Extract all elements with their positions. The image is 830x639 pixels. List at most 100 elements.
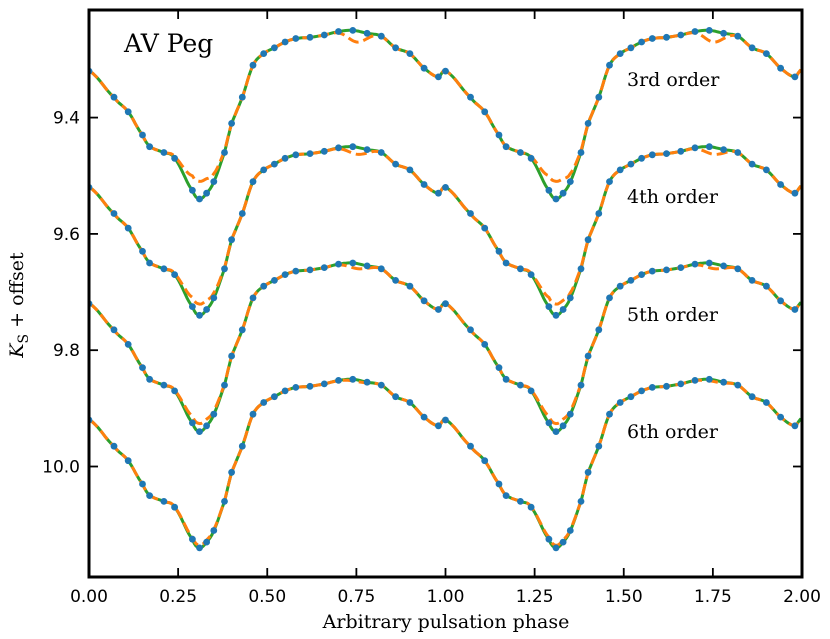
data-point bbox=[648, 384, 656, 391]
data-point bbox=[349, 143, 357, 151]
data-point bbox=[238, 210, 246, 217]
data-point bbox=[292, 267, 300, 275]
y-axis-title-rest: + offset bbox=[6, 252, 28, 334]
data-point bbox=[160, 498, 168, 505]
data-point bbox=[392, 393, 399, 401]
data-point bbox=[306, 33, 314, 41]
data-point bbox=[720, 262, 727, 270]
data-point bbox=[606, 178, 613, 186]
data-point bbox=[517, 265, 524, 273]
data-point bbox=[502, 259, 510, 267]
data-point bbox=[559, 306, 567, 313]
data-point bbox=[238, 93, 246, 101]
data-point bbox=[705, 259, 713, 267]
data-point bbox=[292, 151, 300, 159]
data-point bbox=[777, 413, 784, 421]
data-point bbox=[545, 303, 553, 310]
data-point bbox=[691, 377, 699, 384]
data-point bbox=[566, 410, 574, 418]
data-point bbox=[349, 259, 357, 267]
data-point bbox=[406, 166, 414, 174]
data-point bbox=[638, 387, 645, 395]
data-point bbox=[442, 184, 449, 191]
data-point bbox=[196, 544, 203, 552]
data-point bbox=[495, 247, 503, 255]
data-point bbox=[146, 375, 154, 383]
data-point bbox=[335, 144, 342, 152]
data-point bbox=[377, 265, 385, 273]
data-point bbox=[734, 381, 742, 389]
data-point bbox=[160, 149, 168, 156]
data-point bbox=[442, 67, 449, 75]
data-point bbox=[467, 210, 474, 217]
data-point bbox=[481, 457, 489, 465]
x-tick-label: 0.00 bbox=[70, 587, 108, 607]
data-point bbox=[467, 442, 474, 450]
fourier-fit-line bbox=[89, 145, 802, 317]
data-point bbox=[320, 264, 328, 271]
template-fit-line bbox=[89, 147, 802, 306]
data-point bbox=[584, 236, 592, 244]
data-point bbox=[552, 195, 560, 203]
data-point bbox=[748, 393, 756, 401]
data-point bbox=[363, 378, 371, 386]
data-point bbox=[260, 50, 268, 57]
data-point bbox=[734, 149, 742, 156]
chart-title: AV Peg bbox=[123, 29, 213, 58]
data-point bbox=[648, 35, 656, 42]
data-point bbox=[606, 294, 613, 302]
data-point bbox=[292, 35, 300, 42]
plot-frame bbox=[87, 8, 804, 579]
data-point bbox=[306, 266, 314, 274]
data-point bbox=[559, 422, 567, 430]
data-point bbox=[228, 236, 236, 244]
data-point bbox=[734, 32, 742, 40]
data-point bbox=[648, 151, 656, 159]
data-point bbox=[720, 146, 727, 154]
data-point bbox=[527, 271, 535, 278]
data-point bbox=[481, 108, 489, 116]
data-point bbox=[210, 294, 218, 302]
data-point bbox=[281, 154, 289, 162]
data-point bbox=[552, 544, 560, 552]
data-point bbox=[763, 282, 770, 290]
data-point bbox=[249, 410, 257, 418]
data-point bbox=[420, 64, 428, 72]
template-fit-line bbox=[89, 263, 802, 426]
data-point bbox=[705, 143, 713, 151]
data-point bbox=[139, 247, 146, 255]
data-point bbox=[748, 277, 756, 284]
data-point bbox=[584, 120, 592, 127]
data-point bbox=[777, 297, 784, 305]
data-point bbox=[577, 498, 585, 505]
data-point bbox=[221, 149, 228, 156]
data-point bbox=[442, 300, 449, 308]
data-point bbox=[335, 28, 342, 35]
data-point bbox=[791, 306, 799, 313]
data-point bbox=[495, 480, 503, 488]
x-tick-label: 1.00 bbox=[427, 587, 465, 607]
data-point bbox=[705, 375, 713, 383]
data-point bbox=[281, 38, 289, 46]
data-point bbox=[791, 189, 799, 197]
y-tick-label: 9.4 bbox=[53, 109, 80, 129]
data-point bbox=[763, 399, 770, 406]
data-point bbox=[763, 166, 770, 174]
data-point bbox=[392, 160, 399, 168]
x-tick-label: 0.50 bbox=[248, 587, 286, 607]
data-point bbox=[720, 378, 727, 386]
x-axis-title: Arbitrary pulsation phase bbox=[322, 611, 570, 633]
data-point bbox=[203, 422, 211, 430]
y-tick-label: 9.6 bbox=[53, 225, 80, 245]
data-point bbox=[160, 381, 168, 389]
data-point bbox=[467, 93, 474, 101]
data-point bbox=[228, 120, 236, 127]
data-point bbox=[495, 131, 503, 139]
data-point bbox=[663, 382, 670, 390]
data-point bbox=[171, 154, 179, 162]
data-point bbox=[584, 352, 592, 360]
data-point bbox=[146, 143, 154, 151]
data-point bbox=[210, 410, 218, 418]
data-point bbox=[777, 64, 784, 72]
data-point bbox=[435, 73, 442, 81]
